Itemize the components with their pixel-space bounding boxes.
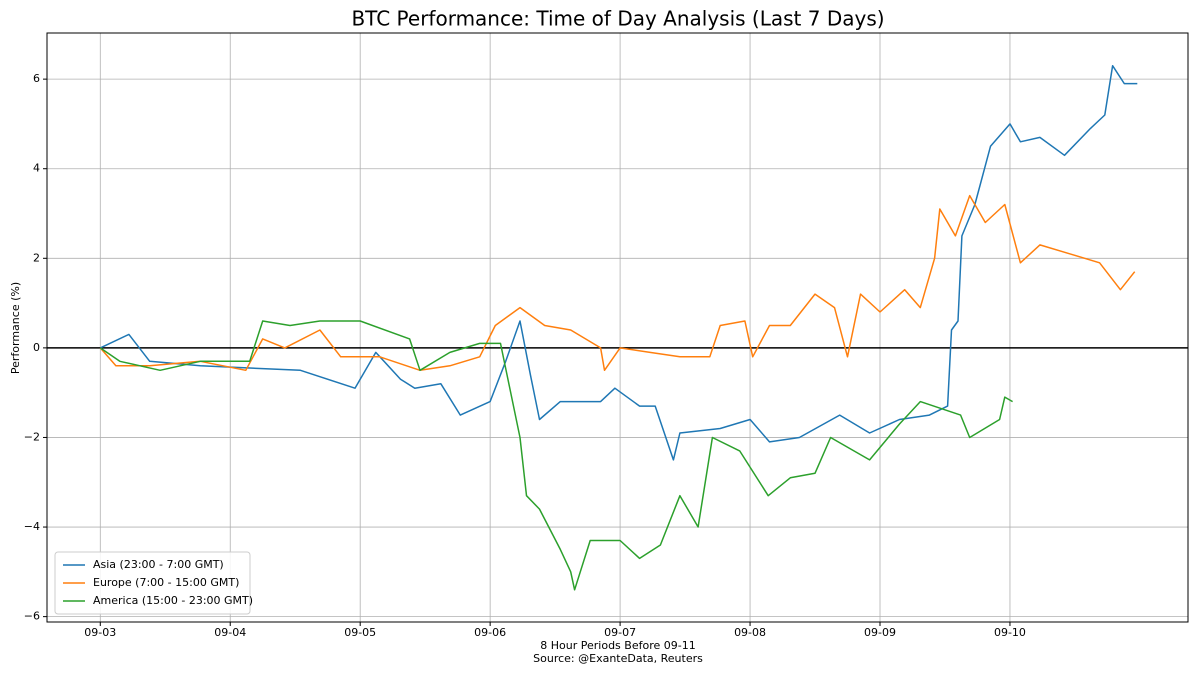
y-axis-label: Performance (%) <box>9 282 22 374</box>
x-tick-label: 09-08 <box>734 626 766 639</box>
x-tick-label: 09-04 <box>214 626 246 639</box>
series-line <box>99 320 1013 591</box>
series-line <box>99 64 1138 461</box>
x-tick-label: 09-07 <box>604 626 636 639</box>
x-tick-label: 09-10 <box>994 626 1026 639</box>
y-tick-label: 0 <box>33 341 40 354</box>
legend-label: Asia (23:00 - 7:00 GMT) <box>93 558 224 571</box>
y-tick-label: −4 <box>24 520 40 533</box>
x-axis-label: 8 Hour Periods Before 09-11 <box>540 639 695 652</box>
x-tick-label: 09-09 <box>864 626 896 639</box>
y-tick-label: 4 <box>33 162 40 175</box>
y-tick-label: −6 <box>24 610 40 623</box>
legend: Asia (23:00 - 7:00 GMT) Europe (7:00 - 15… <box>54 551 253 615</box>
plot-frame <box>46 32 1189 623</box>
x-tick-label: 09-06 <box>474 626 506 639</box>
y-tick-label: 2 <box>33 251 40 264</box>
y-tick-label: 6 <box>33 72 40 85</box>
series-line <box>99 194 1136 372</box>
x-tick-label: 09-03 <box>84 626 116 639</box>
x-tick-label: 09-05 <box>344 626 376 639</box>
legend-label: America (15:00 - 23:00 GMT) <box>93 594 253 607</box>
source-note: Source: @ExanteData, Reuters <box>533 652 703 665</box>
legend-box <box>54 551 251 615</box>
legend-label: Europe (7:00 - 15:00 GMT) <box>93 576 239 589</box>
chart-title: BTC Performance: Time of Day Analysis (L… <box>351 7 884 31</box>
y-tick-label: −2 <box>24 430 40 443</box>
